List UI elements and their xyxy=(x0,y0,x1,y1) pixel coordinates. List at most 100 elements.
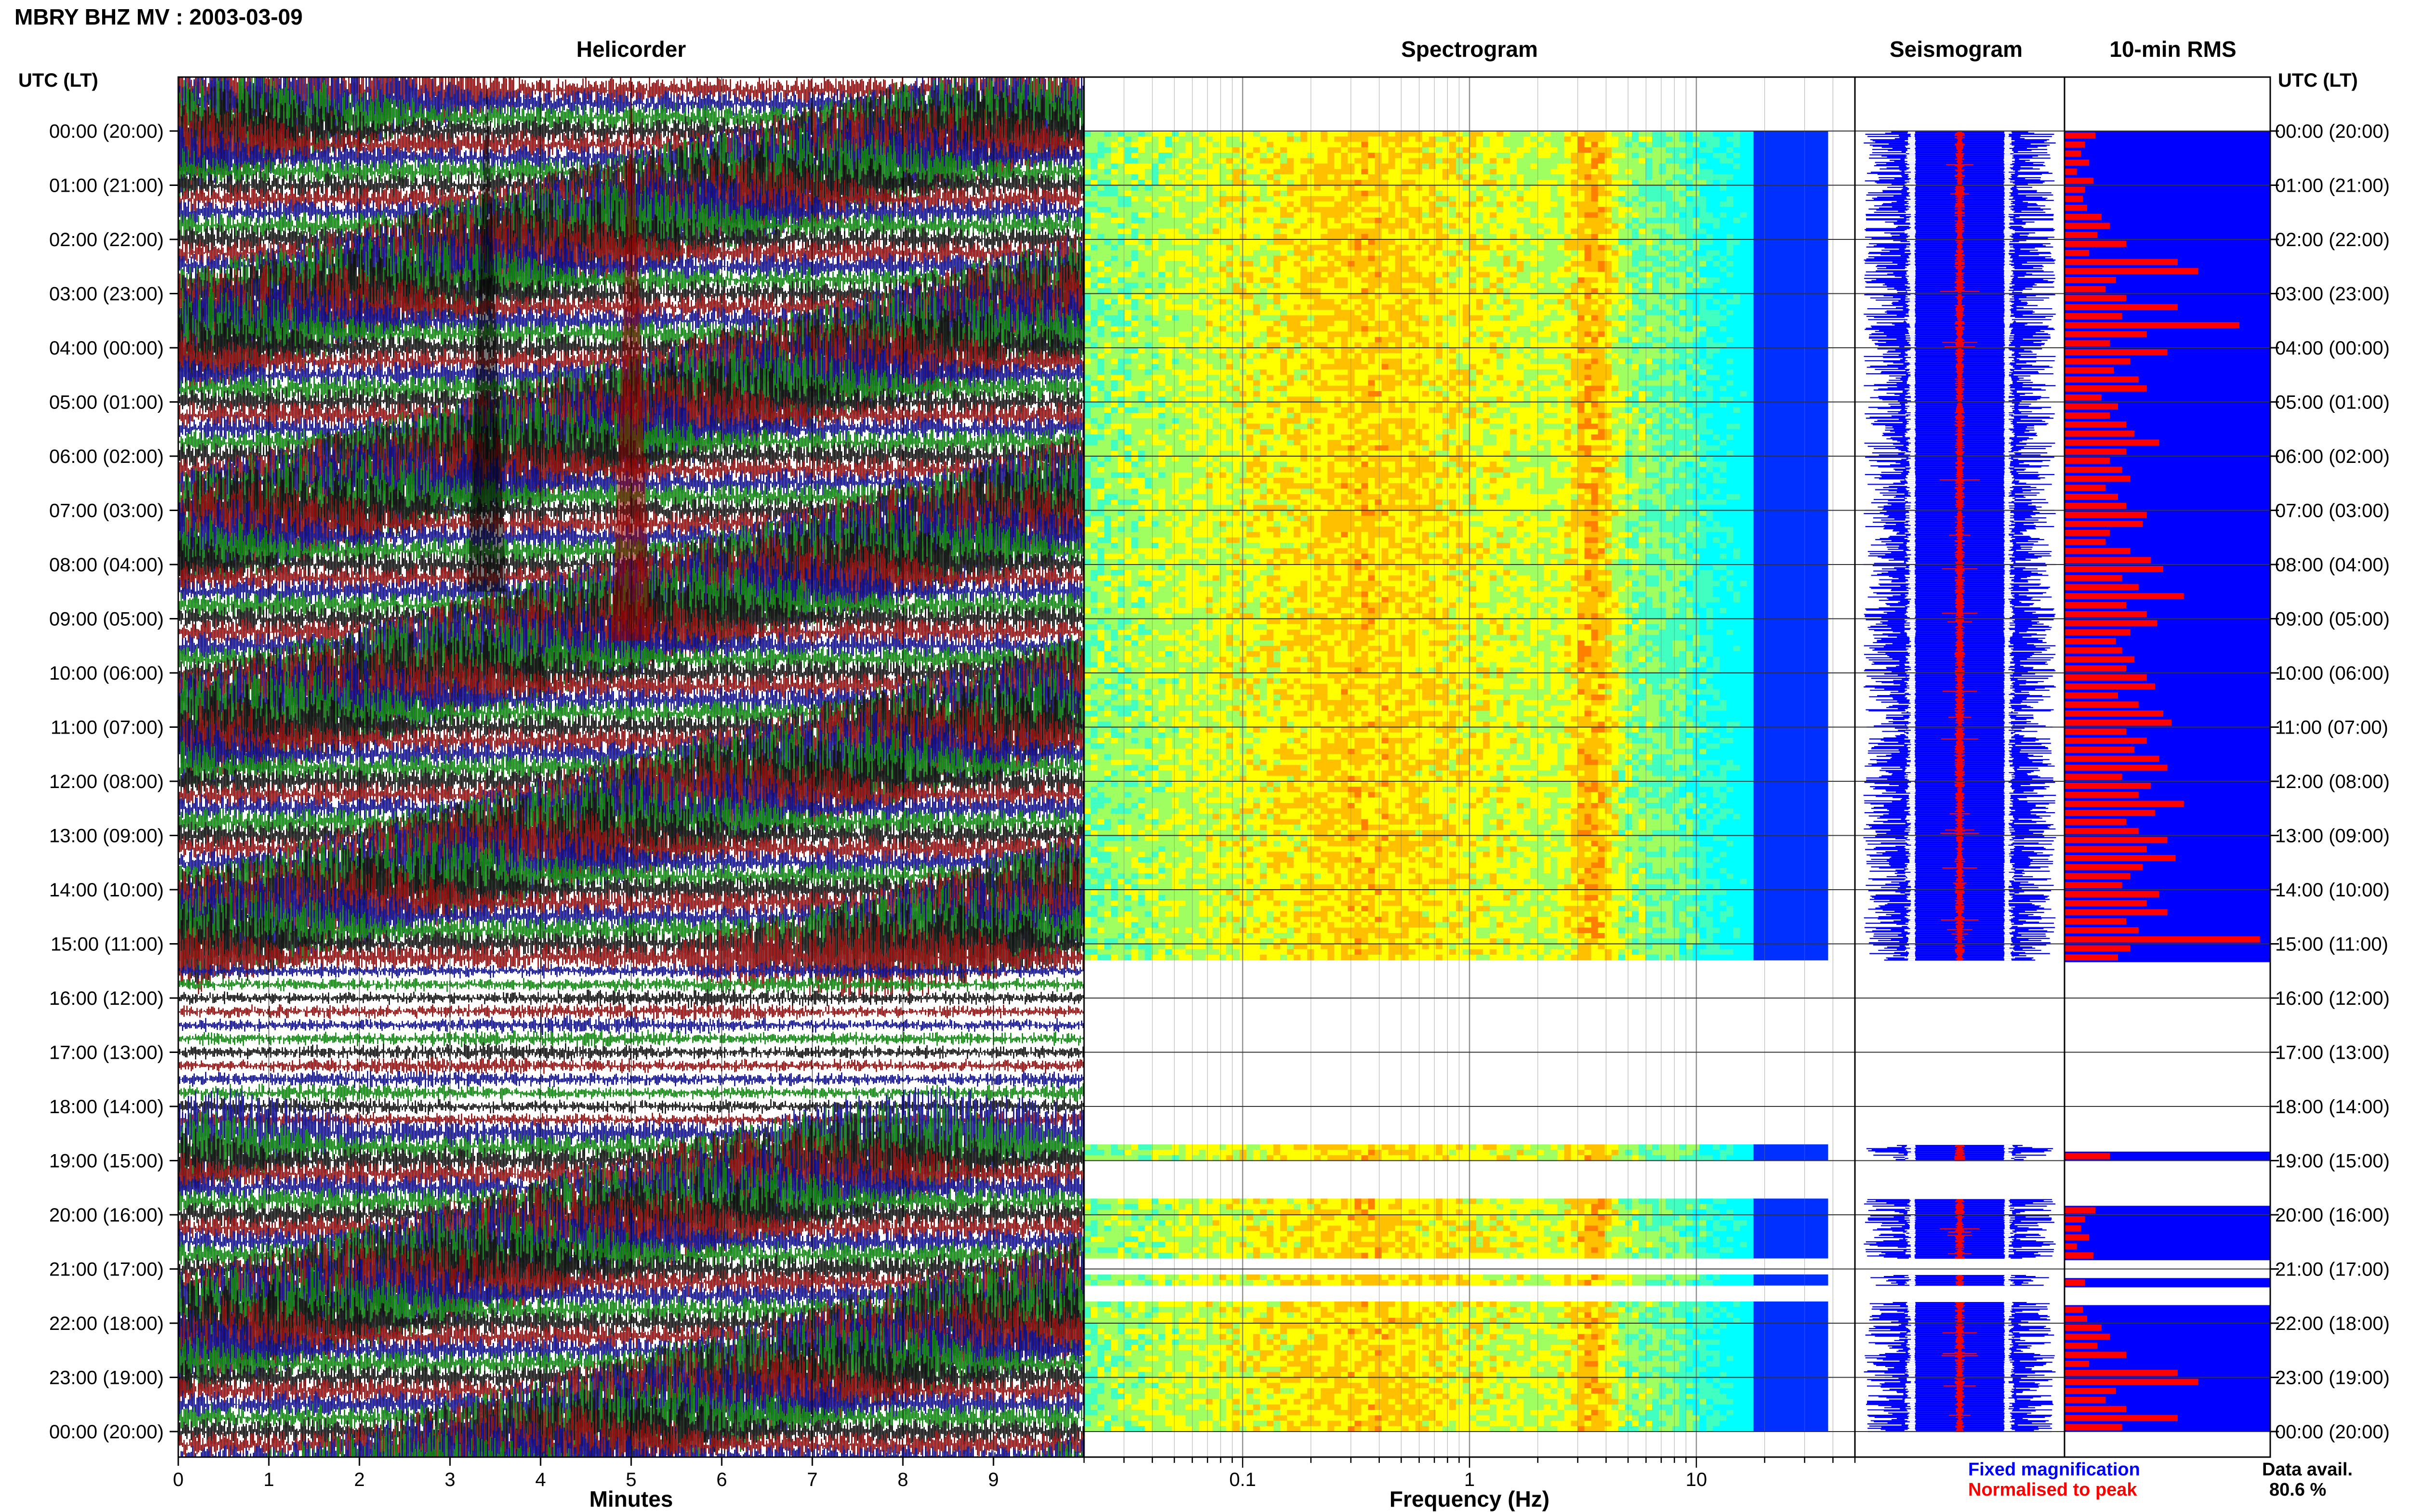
spectrogram-cell xyxy=(1165,147,1172,153)
spectrogram-cell xyxy=(1550,364,1558,370)
spectrogram-cell xyxy=(1564,201,1572,207)
spectrogram-cell xyxy=(1625,234,1632,240)
spectrogram-cell xyxy=(1158,250,1165,256)
spectrogram-cell xyxy=(1084,185,1091,191)
spectrogram-cell xyxy=(1091,239,1098,245)
spectrogram-cell xyxy=(1720,174,1727,180)
spectrogram-cell xyxy=(1219,164,1227,170)
spectrogram-cell xyxy=(1199,294,1206,300)
spectrogram-cell xyxy=(1679,277,1686,283)
spectrogram-cell xyxy=(1348,207,1355,213)
spectrogram-cell xyxy=(1361,250,1368,256)
spectrogram-cell xyxy=(1382,353,1389,359)
spectrogram-cell xyxy=(1084,234,1091,240)
spectrogram-cell xyxy=(1186,342,1193,348)
spectrogram-cell xyxy=(1760,169,1768,175)
spectrogram-cell xyxy=(1389,169,1396,175)
spectrogram-cell xyxy=(1246,294,1254,300)
spectrogram-cell xyxy=(1733,353,1740,359)
spectrogram-cell xyxy=(1165,266,1172,272)
spectrogram-cell xyxy=(1267,201,1274,207)
spectrogram-cell xyxy=(1091,223,1098,229)
spectrogram-cell xyxy=(1503,153,1510,158)
spectrogram-cell xyxy=(1389,218,1396,224)
spectrogram-cell xyxy=(1632,256,1639,262)
spectrogram-cell xyxy=(1679,191,1686,197)
spectrogram-cell xyxy=(1287,185,1294,191)
spectrogram-cell xyxy=(1179,321,1186,327)
spectrogram-cell xyxy=(1131,169,1138,175)
spectrogram-cell xyxy=(1767,266,1774,272)
spectrogram-cell xyxy=(1639,266,1646,272)
spectrogram-cell xyxy=(1354,272,1362,278)
spectrogram-cell xyxy=(1652,250,1659,256)
spectrogram-cell xyxy=(1476,153,1483,158)
spectrogram-cell xyxy=(1483,304,1490,310)
spectrogram-cell xyxy=(1558,342,1565,348)
spectrogram-cell xyxy=(1138,369,1145,375)
spectrogram-cell xyxy=(1449,158,1456,164)
spectrogram-cell xyxy=(1591,288,1599,294)
spectrogram-cell xyxy=(1699,245,1707,250)
spectrogram-cell xyxy=(1571,180,1578,185)
spectrogram-cell xyxy=(1781,364,1788,370)
spectrogram-cell xyxy=(1253,342,1260,348)
spectrogram-cell xyxy=(1375,261,1382,267)
spectrogram-cell xyxy=(1550,158,1558,164)
spectrogram-cell xyxy=(1179,316,1186,321)
spectrogram-cell xyxy=(1781,277,1788,283)
spectrogram-cell xyxy=(1098,342,1105,348)
spectrogram-cell xyxy=(1639,239,1646,245)
spectrogram-cell xyxy=(1571,283,1578,289)
spectrogram-cell xyxy=(1429,310,1436,316)
spectrogram-cell xyxy=(1781,191,1788,197)
spectrogram-cell xyxy=(1781,229,1788,235)
spectrogram-cell xyxy=(1490,196,1497,202)
spectrogram-cell xyxy=(1550,185,1558,191)
spectrogram-cell xyxy=(1152,153,1159,158)
spectrogram-cell xyxy=(1294,196,1301,202)
spectrogram-cell xyxy=(1672,234,1680,240)
spectrogram-cell xyxy=(1158,299,1165,305)
spectrogram-cell xyxy=(1158,331,1165,337)
spectrogram-cell xyxy=(1814,250,1822,256)
spectrogram-cell xyxy=(1206,277,1213,283)
spectrogram-cell xyxy=(1699,304,1707,310)
spectrogram-cell xyxy=(1747,234,1754,240)
spectrogram-cell xyxy=(1523,142,1531,148)
spectrogram-cell xyxy=(1774,321,1781,327)
spectrogram-cell xyxy=(1091,191,1098,197)
spectrogram-cell xyxy=(1544,321,1551,327)
spectrogram-cell xyxy=(1192,272,1200,278)
spectrogram-cell xyxy=(1341,359,1348,365)
spectrogram-cell xyxy=(1172,304,1179,310)
spectrogram-cell xyxy=(1598,359,1605,365)
spectrogram-cell xyxy=(1260,316,1267,321)
spectrogram-cell xyxy=(1672,169,1680,175)
spectrogram-cell xyxy=(1774,131,1781,137)
spectrogram-cell xyxy=(1152,147,1159,153)
spectrogram-cell xyxy=(1348,153,1355,158)
spectrogram-cell xyxy=(1530,245,1537,250)
spectrogram-cell xyxy=(1233,288,1240,294)
spectrogram-cell xyxy=(1253,316,1260,321)
spectrogram-cell xyxy=(1733,321,1740,327)
spectrogram-cell xyxy=(1496,174,1504,180)
spectrogram-cell xyxy=(1558,256,1565,262)
spectrogram-cell xyxy=(1652,337,1659,343)
spectrogram-cell xyxy=(1672,201,1680,207)
spectrogram-cell xyxy=(1321,191,1328,197)
spectrogram-cell xyxy=(1726,207,1734,213)
spectrogram-cell xyxy=(1760,174,1768,180)
spectrogram-cell xyxy=(1706,136,1713,142)
spectrogram-cell xyxy=(1084,174,1091,180)
spectrogram-cell xyxy=(1091,158,1098,164)
spectrogram-cell xyxy=(1145,180,1152,185)
spectrogram-cell xyxy=(1774,180,1781,185)
spectrogram-cell xyxy=(1219,294,1227,300)
spectrogram-cell xyxy=(1774,212,1781,218)
spectrogram-cell xyxy=(1348,169,1355,175)
spectrogram-cell xyxy=(1104,180,1112,185)
spectrogram-cell xyxy=(1260,256,1267,262)
spectrogram-cell xyxy=(1469,359,1477,365)
